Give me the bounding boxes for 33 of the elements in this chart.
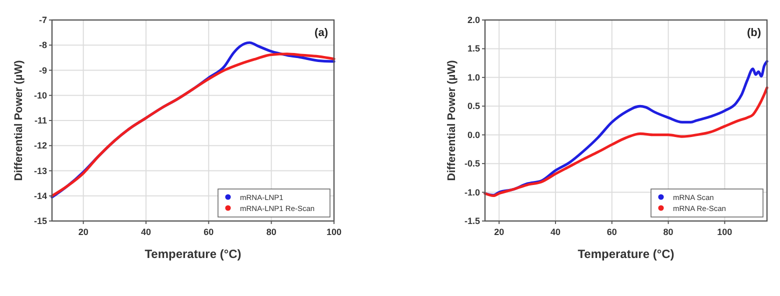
y-tick-label: -15 (34, 216, 47, 226)
y-tick-label: 2.0 (467, 15, 480, 25)
y-tick-label: -13 (34, 166, 47, 176)
x-axis-title: Temperature (°C) (578, 247, 674, 261)
y-tick-label: -12 (34, 140, 47, 151)
x-tick-label: 80 (663, 227, 674, 237)
x-tick-label: 80 (266, 227, 276, 237)
y-tick-label: -1.0 (464, 187, 480, 198)
x-tick-label: 100 (717, 227, 732, 237)
y-axis-title: Differential Power (µW) (446, 60, 458, 181)
x-tick-label: 100 (326, 227, 342, 237)
x-axis-title: Temperature (°C) (144, 247, 242, 261)
x-tick-label: 60 (204, 227, 214, 237)
y-tick-label: 0.0 (467, 130, 480, 140)
y-tick-label: -0.5 (464, 158, 480, 169)
y-tick-label: -7 (38, 15, 47, 25)
y-tick-label: -10 (34, 90, 47, 100)
x-tick-label: 60 (606, 227, 617, 237)
x-tick-label: 40 (140, 227, 152, 237)
annotation: (a) (314, 27, 328, 39)
x-tick-label: 20 (78, 227, 88, 237)
y-tick-label: -14 (34, 190, 47, 201)
annotation: (b) (746, 27, 762, 39)
y-tick-label: 1.0 (467, 72, 480, 82)
y-tick-label: -9 (38, 65, 47, 76)
x-tick-label: 20 (494, 227, 504, 237)
y-tick-label: -1.5 (464, 216, 480, 226)
y-tick-label: 1.5 (467, 44, 480, 54)
x-tick-label: 40 (550, 227, 561, 237)
y-axis-title: Differential Power (µW) (13, 60, 25, 181)
y-tick-label: -11 (34, 116, 47, 126)
y-tick-label: -8 (38, 40, 47, 50)
y-tick-label: 0.5 (467, 101, 480, 112)
